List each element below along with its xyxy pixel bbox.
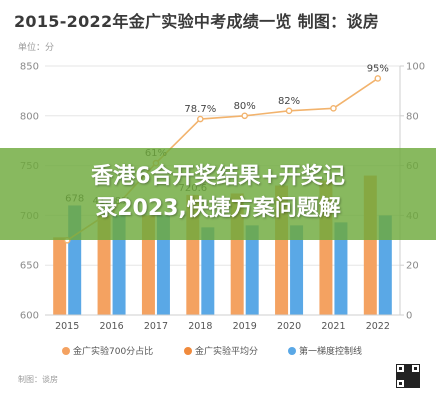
chart-title: 2015-2022年金广实验中考成绩一览 制图：谈房 [14,12,380,31]
bar-average-2015 [53,237,67,315]
y2-tick-20: 20 [406,261,419,272]
x-tick-2022: 2022 [366,321,390,332]
legend-swatch-average [184,347,192,355]
x-tick-2019: 2019 [233,321,257,332]
legend-label-ratio: 金广实验700分占比 [73,347,154,357]
data-label-95: 95% [367,63,389,74]
legend-item-control-line: 第一梯度控制线 [288,344,362,357]
chart-legend: 金广实验700分占比 金广实验平均分 第一梯度控制线 [40,344,430,358]
y-tick-650: 650 [20,261,39,272]
legend-label-control-line: 第一梯度控制线 [299,347,363,357]
x-tick-2015: 2015 [55,321,79,332]
line-point-2021 [330,105,337,112]
y2-tick-80: 80 [406,111,419,122]
legend-item-ratio: 金广实验700分占比 [62,344,153,357]
banner-line-1: 香港6合开奖结果+开奖记 [91,164,345,189]
banner-line-2: 录2023,快捷方案问题解 [95,196,341,221]
y-axis-unit: 单位：分 [18,43,55,53]
bar-control-line-2016 [112,215,126,315]
line-point-2019 [241,112,248,120]
legend-label-average: 金广实验平均分 [195,347,259,357]
legend-swatch-control-line [288,347,296,355]
x-tick-2018: 2018 [188,321,212,332]
y2-tick-0: 0 [406,311,412,322]
legend-swatch-ratio [62,347,70,355]
legend-item-average: 金广实验平均分 [184,344,258,357]
bar-control-line-2017 [156,215,170,315]
bar-control-line-2020 [290,225,304,315]
bar-control-line-2019 [245,225,259,315]
data-label-80: 80% [234,101,256,112]
x-tick-2016: 2016 [99,321,123,332]
bar-average-2017 [141,215,155,315]
x-tick-2017: 2017 [144,321,168,332]
bar-control-line-2022 [378,215,392,315]
y-tick-850: 850 [20,62,39,73]
data-label-78.7: 78.7% [184,104,216,115]
y-tick-800: 800 [20,111,39,122]
y2-tick-100: 100 [406,62,425,73]
line-point-2018 [197,115,204,123]
data-label-82: 82% [278,96,300,107]
bar-average-2016 [97,215,111,315]
line-point-2020 [285,107,293,115]
chart-source: 制图：谈房 [18,375,58,384]
bar-control-line-2018 [201,227,215,315]
bar-control-line-2021 [334,222,348,315]
y-tick-600: 600 [20,311,39,322]
promo-banner: 香港6合开奖结果+开奖记 录2023,快捷方案问题解 [0,148,436,240]
x-tick-2021: 2021 [321,321,345,332]
qr-code-icon [396,364,420,388]
line-point-2022 [374,75,382,82]
x-axis: 2015 2016 2017 2018 2019 2020 2021 2022 [45,314,400,332]
x-tick-2020: 2020 [277,321,301,332]
